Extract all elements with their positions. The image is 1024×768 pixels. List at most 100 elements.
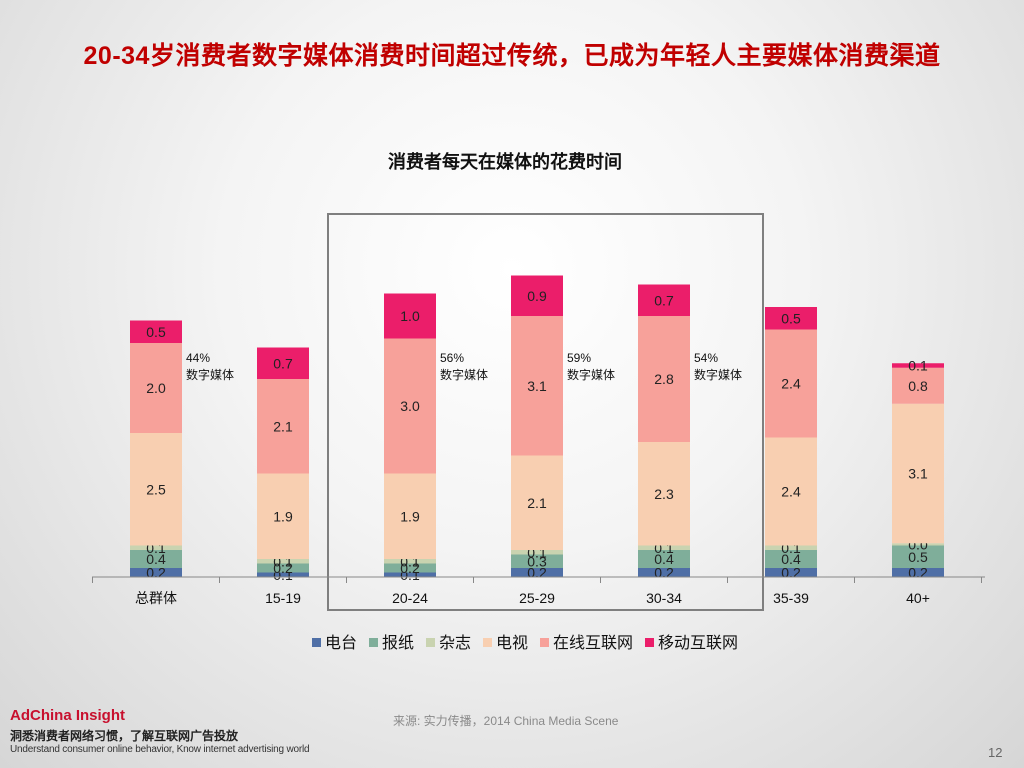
data-label-6-7: 0.1 xyxy=(908,358,928,374)
bar-segment-1-1 xyxy=(130,568,182,577)
annotation-label: 数字媒体 xyxy=(694,367,742,382)
legend-label-5: 在线互联网 xyxy=(553,634,633,652)
data-label-6-3: 1.0 xyxy=(400,308,420,324)
data-label-2-7: 0.5 xyxy=(908,549,928,565)
legend-swatch-3 xyxy=(426,638,435,647)
annotation-label: 数字媒体 xyxy=(440,367,488,382)
data-label-5-5: 2.8 xyxy=(654,371,674,387)
data-label-5-4: 3.1 xyxy=(527,378,547,394)
bar-segment-1-2 xyxy=(257,572,309,577)
bar-segment-3-6 xyxy=(765,545,817,550)
bar-segment-4-1 xyxy=(130,433,182,546)
bar-segment-4-4 xyxy=(511,455,563,550)
legend-swatch-2 xyxy=(369,638,378,647)
data-label-2-6: 0.4 xyxy=(781,551,801,567)
data-label-4-2: 1.9 xyxy=(273,508,293,524)
data-label-4-5: 2.3 xyxy=(654,486,674,502)
legend-label-3: 杂志 xyxy=(439,634,471,652)
annotation-percent: 56% xyxy=(440,351,464,365)
bar-segment-6-2 xyxy=(257,347,309,379)
bar-segment-2-6 xyxy=(765,550,817,568)
data-label-6-6: 0.5 xyxy=(781,310,801,326)
bar-segment-6-4 xyxy=(511,275,563,316)
bar-segment-3-7 xyxy=(892,543,944,546)
data-label-5-1: 2.0 xyxy=(146,380,166,396)
bar-segment-2-5 xyxy=(638,550,690,568)
legend-swatch-6 xyxy=(645,638,654,647)
bar-segment-2-3 xyxy=(384,563,436,573)
bar-segment-1-7 xyxy=(892,568,944,577)
bar-segment-2-7 xyxy=(892,545,944,568)
footer-brand: AdChina Insight xyxy=(10,707,125,724)
data-label-6-2: 0.7 xyxy=(273,355,293,371)
bar-segment-3-1 xyxy=(130,545,182,550)
bar-segment-5-7 xyxy=(892,367,944,404)
annotation-label: 数字媒体 xyxy=(186,367,234,382)
legend-label-1: 电台 xyxy=(325,634,357,652)
bar-segment-5-1 xyxy=(130,343,182,433)
data-label-4-3: 1.9 xyxy=(400,508,420,524)
bar-segment-5-3 xyxy=(384,338,436,474)
bar-segment-1-5 xyxy=(638,568,690,577)
bar-segment-3-2 xyxy=(257,559,309,564)
highlight-box xyxy=(327,213,764,611)
data-label-4-4: 2.1 xyxy=(527,495,547,511)
legend-swatch-4 xyxy=(483,638,492,647)
bar-segment-5-6 xyxy=(765,329,817,438)
bar-segment-5-2 xyxy=(257,379,309,474)
annotation-percent: 59% xyxy=(567,351,591,365)
annotation-percent: 54% xyxy=(694,351,718,365)
x-tick-label: 15-19 xyxy=(265,590,301,606)
data-label-6-4: 0.9 xyxy=(527,288,547,304)
bar-segment-5-4 xyxy=(511,316,563,456)
bar-segment-6-7 xyxy=(892,363,944,368)
annotation-percent: 44% xyxy=(186,351,210,365)
bar-segment-6-5 xyxy=(638,284,690,316)
chart-title: 消费者每天在媒体的花费时间 xyxy=(388,152,622,172)
x-tick-label: 35-39 xyxy=(773,590,809,606)
data-label-4-1: 2.5 xyxy=(146,481,166,497)
bar-segment-4-2 xyxy=(257,473,309,559)
bar-segment-3-3 xyxy=(384,559,436,564)
bar-segment-5-5 xyxy=(638,316,690,442)
bar-segment-3-4 xyxy=(511,550,563,555)
bar-segment-4-7 xyxy=(892,403,944,544)
bar-segment-1-4 xyxy=(511,568,563,577)
footer-tagline-en: Understand consumer online behavior, Kno… xyxy=(10,744,310,755)
bar-segment-2-1 xyxy=(130,550,182,568)
data-label-6-5: 0.7 xyxy=(654,292,674,308)
bar-segment-3-5 xyxy=(638,545,690,550)
data-label-4-6: 2.4 xyxy=(781,484,801,500)
data-label-2-5: 0.4 xyxy=(654,551,674,567)
x-tick-label: 30-34 xyxy=(646,590,682,606)
bar-segment-4-6 xyxy=(765,437,817,546)
legend-label-2: 报纸 xyxy=(382,634,414,652)
page-number: 12 xyxy=(988,745,1003,760)
bar-segment-4-3 xyxy=(384,473,436,559)
bar-segment-1-6 xyxy=(765,568,817,577)
data-label-2-4: 0.3 xyxy=(527,553,547,569)
page-title: 20-34岁消费者数字媒体消费时间超过传统，已成为年轻人主要媒体消费渠道 xyxy=(83,42,941,70)
data-label-6-1: 0.5 xyxy=(146,324,166,340)
bar-segment-6-3 xyxy=(384,293,436,339)
data-label-5-2: 2.1 xyxy=(273,418,293,434)
annotation-label: 数字媒体 xyxy=(567,367,615,382)
legend-swatch-1 xyxy=(312,638,321,647)
data-label-2-1: 0.4 xyxy=(146,551,166,567)
data-label-2-2: 0.2 xyxy=(273,560,293,576)
bar-segment-4-5 xyxy=(638,442,690,546)
x-tick-label: 40+ xyxy=(906,590,930,606)
bar-segment-2-4 xyxy=(511,554,563,568)
source-note: 来源: 实力传播，2014 China Media Scene xyxy=(393,714,619,728)
data-label-2-3: 0.2 xyxy=(400,560,420,576)
x-tick-label: 25-29 xyxy=(519,590,555,606)
legend-swatch-5 xyxy=(540,638,549,647)
x-tick-label: 20-24 xyxy=(392,590,428,606)
data-label-4-7: 3.1 xyxy=(908,466,928,482)
bar-segment-1-3 xyxy=(384,572,436,577)
bar-segment-2-2 xyxy=(257,563,309,573)
legend-label-4: 电视 xyxy=(496,634,528,652)
data-label-5-7: 0.8 xyxy=(908,378,928,394)
x-tick-label: 总群体 xyxy=(135,590,177,606)
